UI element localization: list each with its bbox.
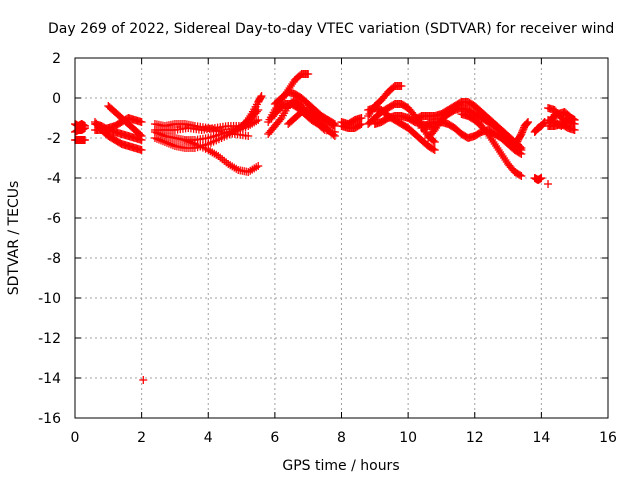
data-point <box>188 139 197 148</box>
data-point <box>166 140 175 149</box>
data-point <box>544 180 553 188</box>
data-point <box>254 106 263 114</box>
data-point <box>304 70 313 78</box>
data-point <box>522 119 531 128</box>
data-point <box>244 132 253 140</box>
data-point <box>162 138 171 147</box>
data-point <box>136 130 145 139</box>
data-point <box>168 141 177 150</box>
data-point <box>517 150 526 158</box>
data-point <box>397 82 406 90</box>
data-point <box>154 135 163 144</box>
data-point <box>252 163 261 172</box>
y-tick-label: -4 <box>47 171 61 187</box>
y-tick-label: -14 <box>38 371 61 387</box>
chart-title: Day 269 of 2022, Sidereal Day-to-day VTE… <box>48 21 614 37</box>
data-point <box>564 116 573 124</box>
data-point <box>254 162 263 170</box>
plot-frame <box>74 57 609 419</box>
x-tick-label: 0 <box>71 430 80 446</box>
data-point <box>156 136 165 145</box>
x-tick-label: 16 <box>599 430 617 446</box>
y-tick-label: 2 <box>52 51 61 67</box>
data-points <box>71 70 579 384</box>
data-point <box>517 172 526 180</box>
y-tick-labels: 2 0 -2 -4 -6 -8 -10 -12 -14 -16 <box>38 51 61 427</box>
data-point <box>186 138 195 147</box>
x-tick-label: 10 <box>399 430 417 446</box>
y-tick-label: -16 <box>38 411 61 427</box>
data-point <box>150 134 159 142</box>
x-tick-label: 8 <box>337 430 346 446</box>
y-tick-label: 0 <box>52 91 61 107</box>
x-tick-label: 2 <box>137 430 146 446</box>
data-point <box>430 146 439 154</box>
x-tick-label: 12 <box>466 430 484 446</box>
x-tick-label: 14 <box>532 430 550 446</box>
data-point <box>139 376 148 384</box>
data-point <box>256 93 265 102</box>
data-point <box>180 136 189 144</box>
data-point <box>80 124 89 132</box>
data-point <box>137 132 146 140</box>
x-tick-label: 4 <box>204 430 213 446</box>
data-point <box>232 164 241 173</box>
data-point <box>252 117 261 126</box>
x-tick-labels: 0 2 4 6 8 10 12 14 16 <box>71 430 617 446</box>
data-point <box>562 117 571 126</box>
data-point <box>164 139 173 148</box>
data-point <box>184 137 193 146</box>
y-tick-label: -10 <box>38 291 61 307</box>
x-axis-label: GPS time / hours <box>282 458 399 474</box>
data-point <box>524 118 533 126</box>
data-point <box>152 134 161 143</box>
grid <box>75 58 608 418</box>
data-point <box>570 126 579 134</box>
data-point <box>137 146 146 154</box>
data-point <box>430 138 439 146</box>
data-point <box>329 121 338 130</box>
data-point <box>160 138 169 146</box>
y-tick-label: -6 <box>47 211 61 227</box>
data-point <box>429 145 438 154</box>
y-tick-label: -2 <box>47 131 61 147</box>
data-point <box>319 124 328 133</box>
data-point <box>254 116 263 124</box>
x-tick-label: 6 <box>270 430 279 446</box>
y-tick-label: -12 <box>38 331 61 347</box>
y-tick-label: -8 <box>47 251 61 267</box>
data-point <box>137 118 146 126</box>
data-point <box>537 174 546 182</box>
data-point <box>523 118 532 127</box>
data-point <box>516 171 525 180</box>
data-point <box>540 118 549 126</box>
data-point <box>539 119 548 128</box>
data-point <box>252 107 261 116</box>
y-axis-label: SDTVAR / TECUs <box>6 181 22 296</box>
data-point <box>356 120 365 129</box>
data-point <box>158 137 167 146</box>
data-point <box>429 136 438 145</box>
data-point <box>516 149 525 158</box>
data-point <box>257 92 266 100</box>
data-point <box>182 136 191 145</box>
data-point <box>80 136 89 144</box>
